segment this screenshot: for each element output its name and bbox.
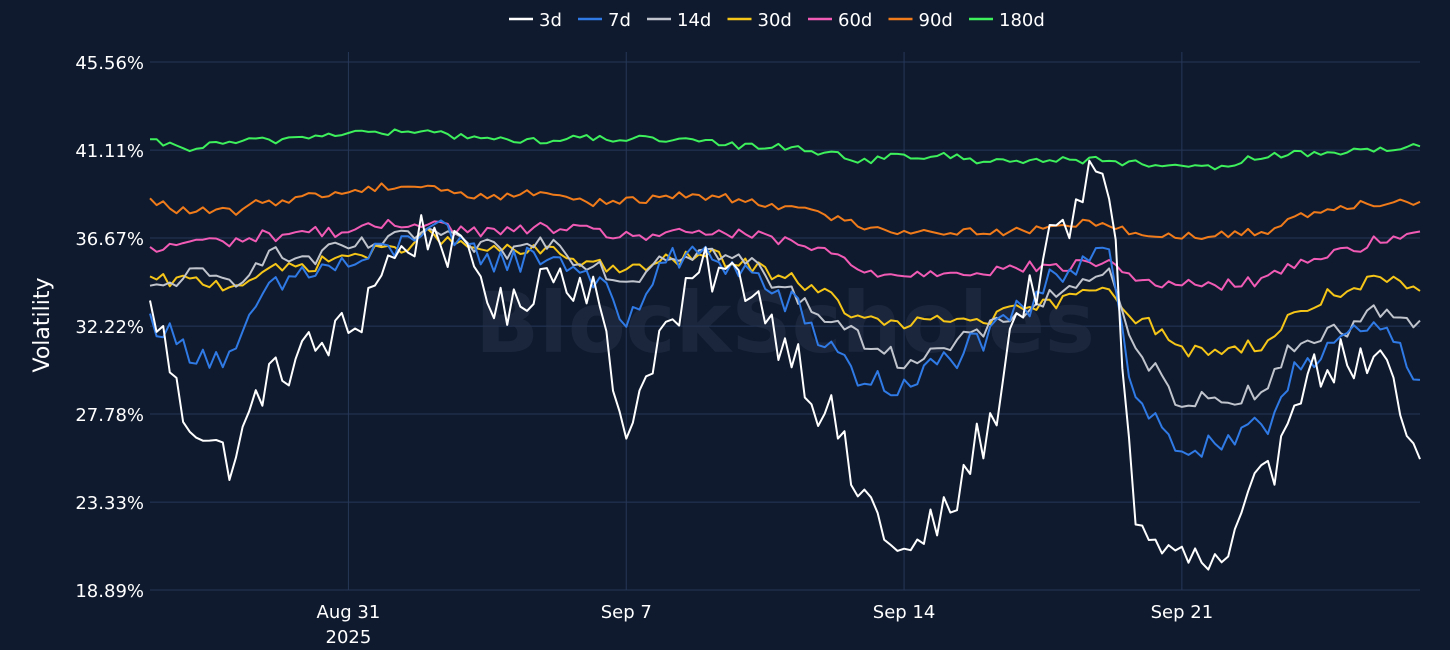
y-axis-title: Volatility xyxy=(30,277,55,372)
watermark-text: BlockScholes xyxy=(475,274,1095,372)
y-tick-label: 41.11% xyxy=(75,141,144,162)
y-tick-label: 36.67% xyxy=(75,229,144,250)
legend-label: 180d xyxy=(999,10,1045,31)
series-lines xyxy=(149,128,1421,571)
series-line-180d xyxy=(150,128,1421,171)
x-tick-label: Sep 21 xyxy=(1151,602,1214,623)
legend-item-90d[interactable]: 90d xyxy=(888,10,953,31)
legend: 3d 7d 14d 30d 60d 90d 180d xyxy=(509,10,1045,31)
legend-label: 60d xyxy=(838,10,872,31)
legend-item-3d[interactable]: 3d xyxy=(509,10,562,31)
legend-item-60d[interactable]: 60d xyxy=(808,10,872,31)
legend-item-7d[interactable]: 7d xyxy=(578,10,631,31)
x-tick-label: Sep 7 xyxy=(601,602,652,623)
legend-item-180d[interactable]: 180d xyxy=(969,10,1045,31)
legend-label: 90d xyxy=(919,10,953,31)
legend-label: 14d xyxy=(677,10,711,31)
y-tick-label: 27.78% xyxy=(75,405,144,426)
series-line-3d xyxy=(149,159,1421,571)
legend-label: 30d xyxy=(758,10,792,31)
y-tick-label: 45.56% xyxy=(75,53,144,74)
series-line-7d xyxy=(149,219,1421,458)
x-tick-sublabel: 2025 xyxy=(326,627,372,648)
legend-label: 3d xyxy=(539,10,562,31)
x-tick-label: Sep 14 xyxy=(873,602,936,623)
y-tick-label: 32.22% xyxy=(75,317,144,338)
legend-item-30d[interactable]: 30d xyxy=(727,10,792,31)
legend-label: 7d xyxy=(608,10,631,31)
legend-item-14d[interactable]: 14d xyxy=(647,10,711,31)
x-tick-label: Aug 31 xyxy=(317,602,381,623)
series-line-30d xyxy=(149,228,1421,358)
x-axis-ticks: Aug 31 2025 Sep 7 Sep 14 Sep 21 xyxy=(317,602,1214,648)
y-tick-label: 18.89% xyxy=(75,581,144,602)
series-line-60d xyxy=(149,218,1421,291)
y-tick-label: 23.33% xyxy=(75,493,144,514)
y-axis-ticks: 45.56% 41.11% 36.67% 32.22% 27.78% 23.33% 18.8… xyxy=(75,53,144,602)
series-line-14d xyxy=(149,227,1421,408)
series-line-90d xyxy=(149,182,1421,240)
